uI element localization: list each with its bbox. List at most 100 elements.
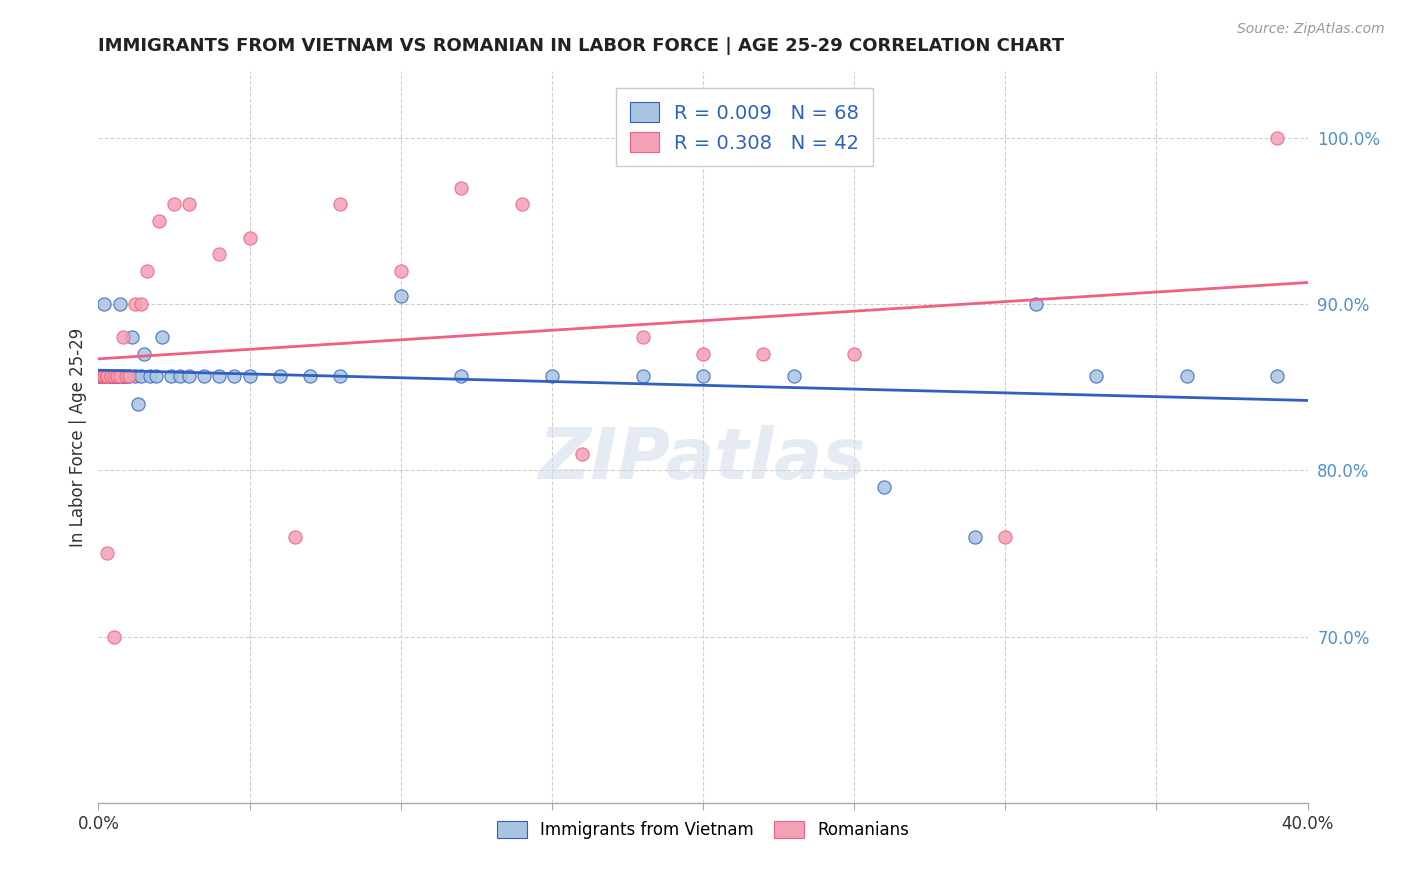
- Point: [93, 368, 115, 383]
- Point: [450, 180, 472, 194]
- Point: [631, 368, 654, 383]
- Text: IMMIGRANTS FROM VIETNAM VS ROMANIAN IN LABOR FORCE | AGE 25-29 CORRELATION CHART: IMMIGRANTS FROM VIETNAM VS ROMANIAN IN L…: [98, 37, 1064, 54]
- Point: [224, 368, 246, 383]
- Point: [163, 197, 186, 211]
- Point: [692, 347, 714, 361]
- Point: [510, 197, 533, 211]
- Point: [169, 368, 191, 383]
- Point: [93, 368, 115, 383]
- Point: [90, 368, 112, 383]
- Point: [105, 368, 128, 383]
- Point: [93, 368, 115, 383]
- Point: [93, 368, 115, 383]
- Point: [93, 368, 115, 383]
- Point: [129, 297, 152, 311]
- Point: [1085, 368, 1108, 383]
- Point: [118, 368, 141, 383]
- Point: [752, 347, 775, 361]
- Point: [114, 368, 136, 383]
- Point: [239, 230, 262, 244]
- Point: [108, 368, 131, 383]
- Point: [93, 368, 115, 383]
- Point: [139, 368, 162, 383]
- Point: [100, 368, 122, 383]
- Point: [96, 546, 118, 560]
- Point: [124, 297, 146, 311]
- Point: [692, 368, 714, 383]
- Point: [87, 368, 110, 383]
- Point: [124, 368, 146, 383]
- Point: [965, 530, 987, 544]
- Text: Source: ZipAtlas.com: Source: ZipAtlas.com: [1237, 22, 1385, 37]
- Y-axis label: In Labor Force | Age 25-29: In Labor Force | Age 25-29: [69, 327, 87, 547]
- Point: [118, 368, 141, 383]
- Point: [103, 368, 125, 383]
- Point: [1175, 368, 1198, 383]
- Text: ZIPatlas: ZIPatlas: [540, 425, 866, 493]
- Point: [179, 368, 201, 383]
- Point: [329, 197, 352, 211]
- Point: [96, 368, 118, 383]
- Point: [105, 368, 128, 383]
- Point: [96, 368, 118, 383]
- Point: [93, 368, 115, 383]
- Point: [299, 368, 322, 383]
- Point: [540, 368, 562, 383]
- Point: [111, 368, 134, 383]
- Point: [873, 480, 896, 494]
- Point: [129, 368, 152, 383]
- Point: [96, 368, 118, 383]
- Point: [994, 530, 1017, 544]
- Point: [100, 368, 122, 383]
- Point: [1024, 297, 1046, 311]
- Point: [90, 368, 112, 383]
- Point: [631, 330, 654, 344]
- Point: [111, 368, 134, 383]
- Point: [96, 368, 118, 383]
- Point: [121, 330, 143, 344]
- Point: [193, 368, 215, 383]
- Point: [103, 368, 125, 383]
- Point: [93, 368, 115, 383]
- Point: [90, 368, 112, 383]
- Point: [90, 368, 112, 383]
- Point: [93, 297, 115, 311]
- Point: [844, 347, 866, 361]
- Point: [108, 368, 131, 383]
- Point: [284, 530, 307, 544]
- Point: [1267, 131, 1289, 145]
- Point: [105, 368, 128, 383]
- Point: [90, 368, 112, 383]
- Point: [90, 368, 112, 383]
- Point: [114, 368, 136, 383]
- Point: [96, 368, 118, 383]
- Point: [1267, 368, 1289, 383]
- Point: [571, 447, 593, 461]
- Point: [389, 264, 412, 278]
- Point: [179, 197, 201, 211]
- Point: [90, 368, 112, 383]
- Point: [90, 368, 112, 383]
- Point: [105, 368, 128, 383]
- Point: [100, 368, 122, 383]
- Point: [208, 368, 231, 383]
- Point: [208, 247, 231, 261]
- Point: [103, 368, 125, 383]
- Point: [783, 368, 806, 383]
- Point: [132, 347, 155, 361]
- Point: [90, 368, 112, 383]
- Legend: Immigrants from Vietnam, Romanians: Immigrants from Vietnam, Romanians: [491, 814, 915, 846]
- Point: [93, 368, 115, 383]
- Point: [100, 368, 122, 383]
- Point: [96, 368, 118, 383]
- Point: [100, 368, 122, 383]
- Point: [93, 368, 115, 383]
- Point: [103, 630, 125, 644]
- Point: [148, 214, 170, 228]
- Point: [329, 368, 352, 383]
- Point: [103, 368, 125, 383]
- Point: [269, 368, 291, 383]
- Point: [105, 368, 128, 383]
- Point: [389, 289, 412, 303]
- Point: [160, 368, 183, 383]
